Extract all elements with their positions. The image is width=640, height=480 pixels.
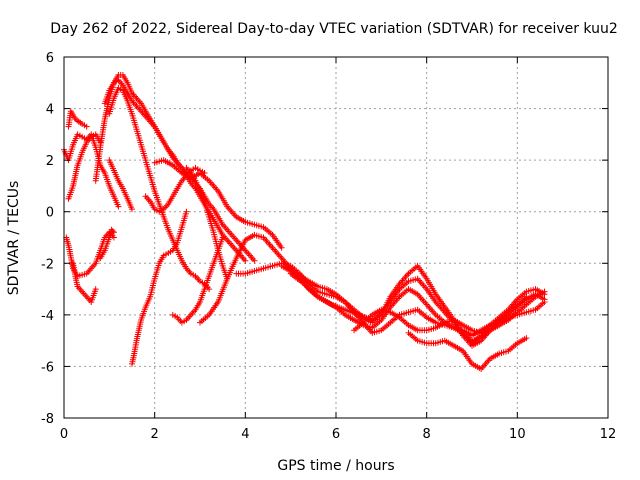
series-line <box>131 211 187 365</box>
data-point <box>523 335 530 342</box>
x-tick-label: 8 <box>423 427 431 442</box>
series-line <box>154 159 283 249</box>
data-point <box>129 206 135 213</box>
series-track-20 <box>405 329 530 372</box>
series-track-15 <box>183 164 231 282</box>
axes: 0 2 4 6 8 10 12 -8 -6 -4 -2 0 2 4 6 <box>41 51 616 442</box>
series-track-4 <box>70 260 99 305</box>
y-tick-label: 4 <box>46 103 54 118</box>
y-tick-label: -4 <box>41 309 54 324</box>
chart-title: Day 262 of 2022, Sidereal Day-to-day VTE… <box>50 21 618 37</box>
y-tick-label: 2 <box>46 154 54 169</box>
data-point <box>115 203 122 210</box>
data-point <box>183 208 190 215</box>
x-tick-label: 6 <box>332 427 340 442</box>
data-point <box>83 123 90 130</box>
y-tick-label: -2 <box>41 257 54 272</box>
y-tick-label: 0 <box>46 206 54 221</box>
data-point <box>541 288 548 295</box>
y-axis-title: SDTVAR / TECUs <box>6 181 22 296</box>
y-tick-label: -8 <box>41 412 54 427</box>
x-tick-label: 10 <box>509 427 526 442</box>
series-track-9 <box>106 157 135 213</box>
y-tick-label: 6 <box>46 51 54 66</box>
x-tick-label: 12 <box>600 427 617 442</box>
series-track-11 <box>129 208 190 367</box>
data-point <box>541 296 548 303</box>
data-point <box>110 229 117 236</box>
grid <box>64 57 608 418</box>
x-tick-label: 4 <box>241 427 249 442</box>
data-point <box>523 293 530 300</box>
series-track-5 <box>65 108 90 130</box>
data-point <box>219 234 226 241</box>
series-track-21 <box>351 288 548 336</box>
y-tick-label: -6 <box>41 360 54 375</box>
series-track-8 <box>106 84 213 293</box>
data-point <box>251 257 258 264</box>
series-track-14 <box>151 157 285 251</box>
data-point <box>92 286 99 293</box>
data-point <box>242 257 249 264</box>
series-track-3 <box>65 131 104 202</box>
x-tick-label: 0 <box>60 427 68 442</box>
series-track-10 <box>97 226 117 262</box>
x-tick-label: 2 <box>151 427 159 442</box>
x-axis-title: GPS time / hours <box>277 458 394 474</box>
data-point <box>109 228 116 235</box>
data-point <box>278 244 285 251</box>
plot-area <box>61 72 548 372</box>
